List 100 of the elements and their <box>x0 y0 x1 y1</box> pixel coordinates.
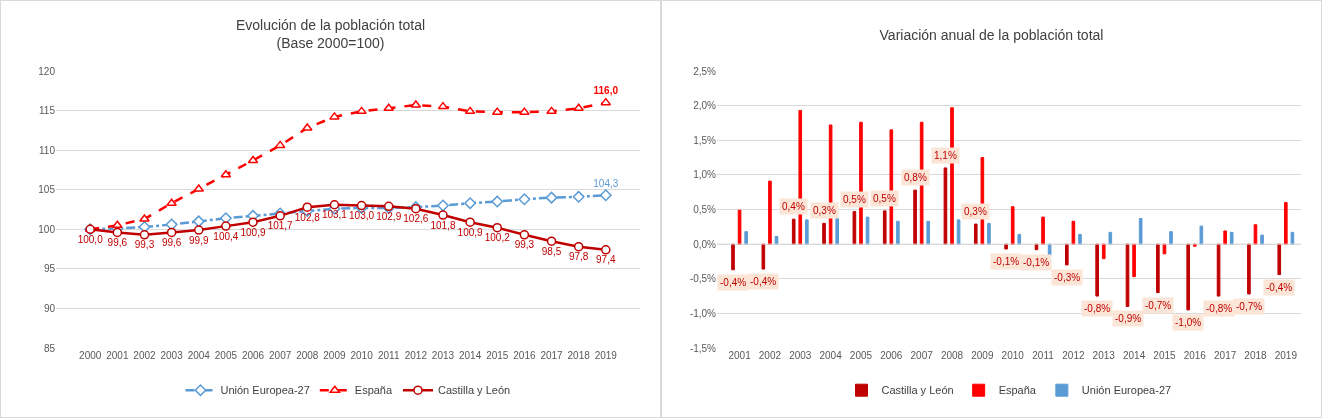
y-tick-label: 0,0% <box>693 238 717 250</box>
y-tick-label: -1,0% <box>689 307 717 319</box>
data-label: 0,4% <box>782 201 805 212</box>
x-tick-label: 2007 <box>269 350 292 361</box>
y-tick-label: 120 <box>38 65 56 77</box>
x-tick-label: 2017 <box>1214 350 1237 361</box>
data-label: -0,4% <box>1266 282 1293 293</box>
y-tick-label: -0,5% <box>689 273 717 285</box>
legend-label: Castilla y León <box>881 384 954 397</box>
x-tick-label: 2017 <box>540 350 564 361</box>
x-tick-label: 2006 <box>241 350 265 361</box>
data-label: 100,9 <box>457 226 484 238</box>
legend-label: Castilla y León <box>437 384 511 397</box>
data-label: 99,9 <box>189 234 209 246</box>
data-label: 0,5% <box>843 194 866 205</box>
data-label: -1,0% <box>1175 317 1202 328</box>
legend-label: España <box>354 384 393 397</box>
data-label: -0,4% <box>720 277 747 288</box>
data-label: 102,8 <box>294 211 321 223</box>
data-label: 98,5 <box>541 245 562 257</box>
x-tick-label: 2019 <box>1274 350 1298 361</box>
y-tick-label: 110 <box>39 144 56 156</box>
x-tick-label: 2018 <box>567 350 591 361</box>
x-tick-label: 2014 <box>458 350 482 361</box>
data-label: -0,7% <box>1236 301 1263 312</box>
y-tick-label: 100 <box>38 223 56 235</box>
data-label: -0,7% <box>1145 300 1172 311</box>
y-tick-label: 85 <box>43 342 56 354</box>
data-label: 99,6 <box>107 236 128 248</box>
y-tick-label: 95 <box>43 263 56 275</box>
legend-label: Unión Europea-27 <box>220 384 310 397</box>
y-tick-label: 1,0% <box>693 169 717 181</box>
x-tick-label: 2004 <box>187 350 211 361</box>
y-tick-label: 2,5% <box>693 65 717 77</box>
data-label: 101,7 <box>267 220 294 232</box>
x-tick-label: 2007 <box>910 350 934 361</box>
data-label: -0,8% <box>1206 303 1233 314</box>
data-label: -0,8% <box>1084 303 1111 314</box>
x-tick-label: 2006 <box>880 350 903 361</box>
x-tick-label: 2015 <box>1153 350 1176 361</box>
data-label: 99,3 <box>134 239 155 251</box>
x-tick-label: 2008 <box>940 350 964 361</box>
data-label: 99,3 <box>514 239 535 251</box>
x-tick-label: 2011 <box>377 350 400 361</box>
x-tick-label: 2016 <box>513 350 536 361</box>
data-label: 101,8 <box>430 219 456 231</box>
x-tick-label: 2008 <box>296 350 319 361</box>
chart-title: Variación anual de la población total <box>879 26 1104 43</box>
x-tick-label: 2012 <box>1062 350 1085 361</box>
legend-label: España <box>998 384 1037 397</box>
y-tick-label: 90 <box>43 302 56 314</box>
x-tick-label: 2011 <box>1032 350 1055 361</box>
x-tick-label: 2005 <box>214 350 238 361</box>
x-tick-label: 2013 <box>1092 350 1116 361</box>
y-tick-label: 1,5% <box>693 134 717 146</box>
data-label: 99,6 <box>161 236 182 248</box>
data-label: 116,0 <box>593 85 619 97</box>
x-tick-label: 2001 <box>106 350 129 361</box>
data-label: 100,4 <box>213 230 239 242</box>
data-label: 103,1 <box>321 209 348 221</box>
data-label: -0,3% <box>1054 272 1081 283</box>
data-label: 0,3% <box>964 206 987 217</box>
data-label: 0,5% <box>873 193 896 204</box>
x-tick-label: 2002 <box>133 350 157 361</box>
x-tick-label: 2015 <box>486 350 509 361</box>
x-tick-label: 2010 <box>350 350 374 361</box>
x-tick-label: 2016 <box>1183 350 1207 361</box>
y-tick-label: -1,5% <box>689 342 717 354</box>
x-tick-label: 2012 <box>404 350 428 361</box>
x-tick-label: 2013 <box>431 350 455 361</box>
x-tick-label: 2005 <box>849 350 873 361</box>
y-tick-label: 2,0% <box>693 100 717 112</box>
x-tick-label: 2003 <box>160 350 184 361</box>
x-tick-label: 2009 <box>971 350 994 361</box>
chart-title: Evolución de la población total (Base 2000=100) <box>235 17 426 52</box>
data-label: 0,3% <box>813 205 836 216</box>
data-label: 102,9 <box>376 210 402 222</box>
data-label: -0,1% <box>1023 257 1050 268</box>
data-label: -0,1% <box>993 256 1020 267</box>
data-label: 97,8 <box>568 251 589 263</box>
data-label: -0,9% <box>1115 313 1142 324</box>
data-label: 102,6 <box>403 213 429 225</box>
x-tick-label: 2014 <box>1122 350 1146 361</box>
x-tick-label: 2010 <box>1001 350 1025 361</box>
data-label: 100,9 <box>240 226 266 238</box>
data-label: 0,8% <box>904 172 927 183</box>
y-tick-label: 115 <box>39 105 56 117</box>
x-tick-label: 2001 <box>728 350 752 361</box>
x-tick-label: 2019 <box>594 350 618 361</box>
x-tick-label: 2018 <box>1244 350 1268 361</box>
legend-label: Unión Europea-27 <box>1081 384 1172 397</box>
data-label: 97,4 <box>596 254 616 266</box>
x-tick-label: 2003 <box>789 350 812 361</box>
x-tick-label: 2000 <box>79 350 102 361</box>
data-label: -0,4% <box>750 276 777 287</box>
data-label: 104,3 <box>593 177 619 189</box>
data-label: 100,2 <box>484 232 511 244</box>
y-tick-label: 105 <box>38 184 56 196</box>
y-tick-label: 0,5% <box>693 204 717 215</box>
data-label: 103,0 <box>349 210 375 222</box>
